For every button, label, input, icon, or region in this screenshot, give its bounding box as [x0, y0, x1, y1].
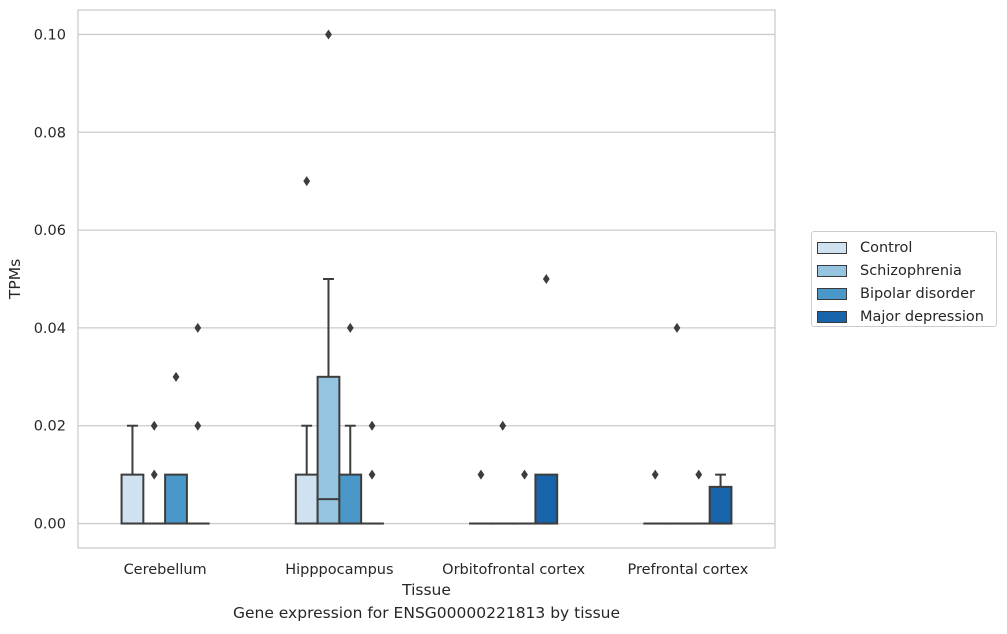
box-plot-mark	[120, 424, 145, 525]
legend-swatch-control	[817, 241, 847, 254]
x-tick-label: Hipppocampus	[285, 562, 393, 578]
box-plot-mark	[686, 469, 711, 525]
outlier-point	[651, 469, 659, 480]
outlier-point	[521, 469, 528, 480]
outlier-point	[194, 420, 202, 431]
box-plot-series	[120, 29, 733, 525]
box	[120, 473, 145, 525]
y-axis-ticks: 0.00 0.02 0.04 0.06 0.08 0.10	[34, 27, 66, 532]
y-tick-label: 0.04	[34, 321, 66, 337]
legend-swatch-major-depression	[817, 310, 847, 323]
x-axis-ticks: Cerebellum Hipppocampus Orbitofrontal cort…	[124, 562, 749, 578]
box-plot-mark	[360, 420, 384, 525]
outlier-point	[673, 322, 681, 333]
box-plot-mark	[512, 469, 537, 525]
box-plot-mark	[643, 469, 668, 525]
x-tick-label: Cerebellum	[124, 562, 207, 578]
box-plot-mark	[665, 322, 689, 525]
outlier-point	[477, 469, 485, 480]
outlier-point	[542, 274, 550, 284]
box-plot-mark	[534, 274, 559, 525]
box	[316, 375, 341, 525]
legend-label-major-depression: Major depression	[860, 308, 984, 325]
series-control	[120, 176, 668, 525]
box-plot-mark	[294, 176, 319, 525]
x-axis-title: Tissue	[401, 581, 451, 599]
box	[534, 473, 559, 525]
box-plot-mark	[142, 420, 167, 525]
box-plot-mark	[469, 469, 493, 525]
outlier-point	[150, 420, 158, 431]
legend-item-schizophrenia: Schizophrenia	[817, 259, 996, 282]
legend-item-control: Control	[817, 236, 996, 259]
y-tick-label: 0.10	[34, 27, 66, 43]
outlier-point	[368, 469, 376, 480]
outlier-point	[695, 469, 703, 480]
legend: Control Schizophrenia Bipolar disorder M…	[811, 231, 997, 327]
legend-label-schizophrenia: Schizophrenia	[860, 262, 962, 279]
box-plot-mark	[490, 420, 515, 525]
x-tick-label: Prefrontal cortex	[627, 562, 748, 578]
series-bipolar-disorder	[164, 322, 711, 525]
outlier-point	[346, 322, 354, 333]
legend-swatch-schizophrenia	[817, 264, 847, 277]
legend-label-control: Control	[860, 239, 913, 256]
outlier-point	[194, 322, 202, 333]
outlier-point	[368, 420, 376, 431]
y-tick-label: 0.06	[34, 223, 66, 239]
legend-label-bipolar-disorder: Bipolar disorder	[860, 285, 975, 302]
box-plot-mark	[338, 322, 363, 525]
box-plot-mark	[164, 371, 188, 525]
y-axis-title: TPMs	[6, 259, 24, 300]
gridlines	[78, 33, 775, 525]
box-plot-mark	[708, 473, 733, 525]
outlier-point	[499, 420, 507, 431]
box-plot-mark	[185, 322, 210, 525]
series-major-depression	[185, 274, 733, 525]
series-schizophrenia	[142, 29, 689, 525]
outlier-point	[150, 469, 158, 480]
box-plot-mark	[316, 29, 341, 525]
legend-item-major-depression: Major depression	[817, 305, 996, 328]
box	[338, 473, 363, 525]
outlier-point	[172, 371, 180, 382]
plot-frame	[77, 9, 776, 549]
box	[708, 485, 733, 525]
legend-swatch-bipolar-disorder	[817, 287, 847, 300]
outlier-point	[325, 29, 332, 40]
x-tick-label: Orbitofrontal cortex	[442, 562, 585, 578]
chart-caption: Gene expression for ENSG00000221813 by t…	[232, 604, 621, 622]
y-tick-label: 0.08	[34, 125, 66, 141]
y-tick-label: 0.02	[34, 419, 66, 435]
outlier-point	[303, 176, 311, 187]
box	[294, 473, 319, 525]
box	[164, 473, 188, 525]
y-tick-label: 0.00	[34, 517, 66, 533]
legend-item-bipolar-disorder: Bipolar disorder	[817, 282, 996, 305]
